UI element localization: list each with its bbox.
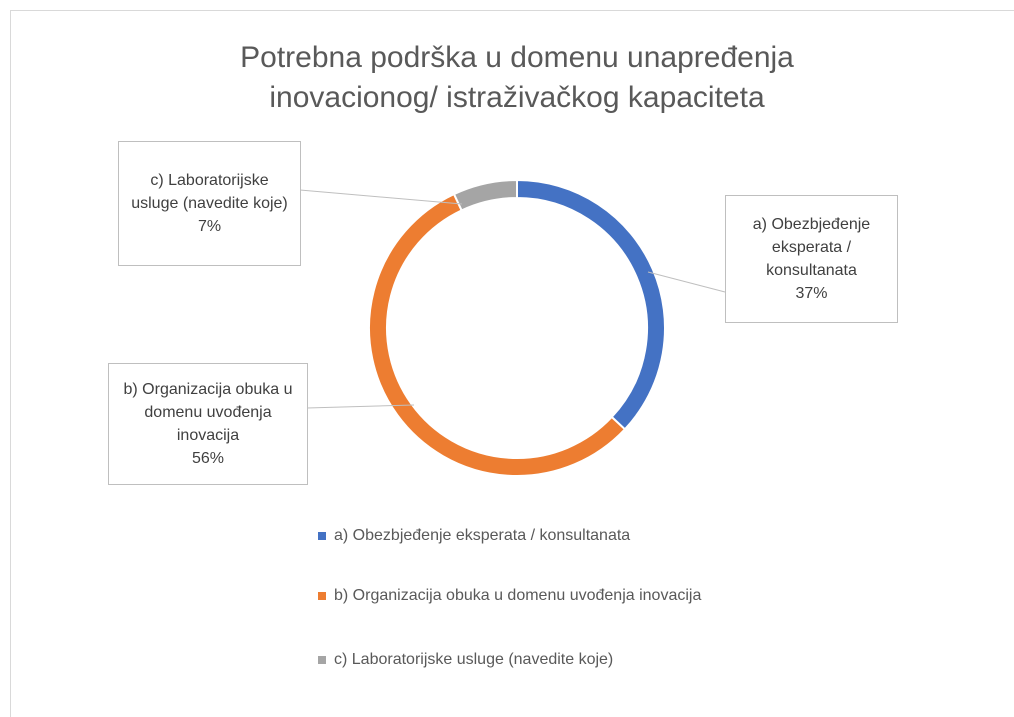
data-label: a) Obezbjeđenje eksperata / konsultanata… (725, 195, 898, 323)
legend-item: c) Laboratorijske usluge (navedite koje) (318, 647, 794, 673)
data-label-value: 7% (197, 218, 222, 235)
leader-line (299, 189, 463, 205)
donut-slice (368, 192, 627, 477)
legend-swatch (318, 656, 326, 664)
donut-slice (516, 178, 666, 431)
chart-frame (10, 10, 1014, 717)
chart-title: Potrebna podrška u domenu unapređenja in… (240, 41, 794, 114)
legend-label: c) Laboratorijske usluge (navedite koje) (334, 651, 614, 668)
data-label-value: 37% (795, 285, 828, 302)
data-label-category: c) Laboratorijske usluge (navedite koje) (131, 172, 288, 212)
legend-swatch (318, 592, 326, 600)
data-label-category: b) Organizacija obuka u domenu uvođenja … (123, 381, 293, 444)
data-label: c) Laboratorijske usluge (navedite koje)… (118, 141, 301, 266)
donut-slice (452, 178, 518, 212)
legend-swatch (318, 532, 326, 540)
leader-line (306, 404, 415, 409)
legend-item: a) Obezbjeđenje eksperata / konsultanata (318, 523, 794, 549)
legend-label: b) Organizacija obuka u domenu uvođenja … (334, 587, 702, 604)
data-label-category: a) Obezbjeđenje eksperata / konsultanata (752, 216, 871, 279)
data-label: b) Organizacija obuka u domenu uvođenja … (108, 363, 308, 485)
legend-item: b) Organizacija obuka u domenu uvođenja … (318, 583, 794, 609)
leader-line (647, 271, 726, 293)
data-label-value: 56% (191, 450, 225, 467)
legend-label: a) Obezbjeđenje eksperata / konsultanata (334, 527, 631, 544)
